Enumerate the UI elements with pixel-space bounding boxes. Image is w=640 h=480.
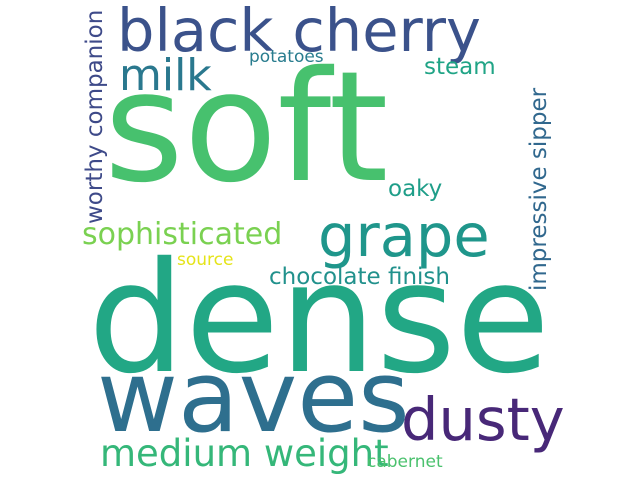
word-soft: soft [104,39,389,217]
word-black-cherry: black cherry [117,0,481,65]
word-worthy-companion: worthy companion [82,9,108,224]
word-dusty: dusty [401,385,565,454]
word-potatoes: potatoes [249,47,324,67]
word-chocolate-finish: chocolate finish [269,264,450,290]
word-oaky: oaky [388,176,443,202]
word-grape: grape [318,201,490,270]
word-waves: waves [97,340,410,455]
word-dense: dense [88,230,551,408]
word-medium-weight: medium weight [100,432,389,475]
word-cabernet: cabernet [367,452,443,472]
word-source: source [177,250,234,270]
word-milk: milk [119,50,212,101]
word-sophisticated: sophisticated [82,217,283,252]
word-steam: steam [424,54,496,80]
word-impressive-sipper: impressive sipper [526,87,552,291]
